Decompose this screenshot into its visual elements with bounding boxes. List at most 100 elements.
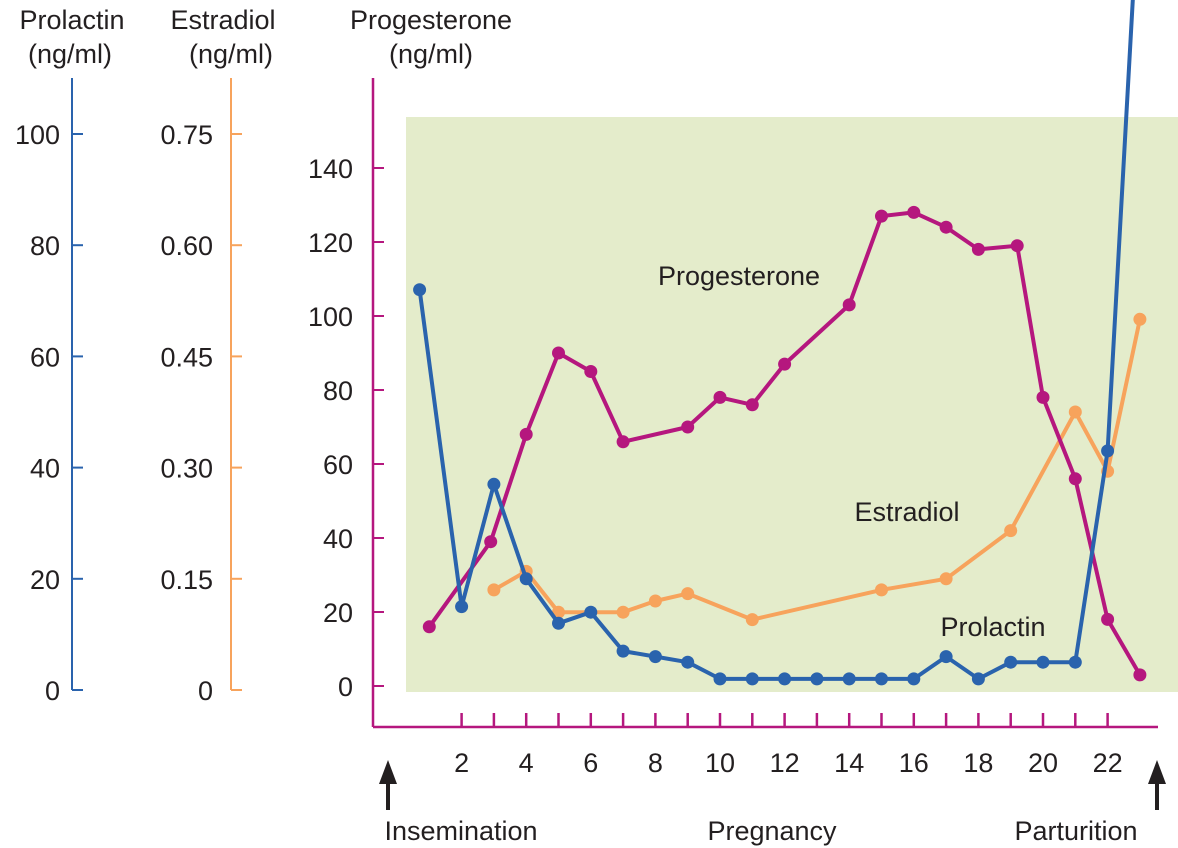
prolactin-point [810, 672, 824, 686]
prolactin-point [552, 616, 565, 630]
prolactin-point [939, 650, 953, 664]
progesterone-point [1101, 612, 1115, 626]
estradiol-axis-title-line2: (ng/ml) [189, 39, 273, 69]
progesterone-point [552, 346, 565, 360]
prolactin-tick-label: 40 [30, 454, 60, 484]
progesterone-point [875, 209, 888, 223]
prolactin-series-label: Prolactin [940, 612, 1045, 642]
estradiol-point [681, 587, 695, 601]
estradiol-axis-title-line1: Estradiol [170, 5, 275, 35]
estradiol-point [648, 594, 662, 608]
progesterone-tick-label: 80 [323, 376, 353, 406]
prolactin-tick-label: 80 [30, 231, 60, 261]
x-tick-label: 2 [454, 748, 469, 778]
prolactin-tick-label: 0 [45, 676, 60, 706]
prolactin-point [487, 477, 501, 491]
progesterone-axis: Progesterone (ng/ml) 0 20 40 60 80 100 120 140 [308, 5, 512, 727]
progesterone-point [1036, 390, 1050, 404]
prolactin-point [455, 600, 469, 614]
x-tick-label: 4 [519, 748, 534, 778]
prolactin-axis-title-line1: Prolactin [19, 5, 124, 35]
progesterone-point [519, 427, 533, 441]
x-tick-label: 6 [583, 748, 598, 778]
prolactin-point [1004, 655, 1018, 669]
x-tick-label: 16 [899, 748, 929, 778]
prolactin-axis-title-line2: (ng/ml) [28, 39, 112, 69]
progesterone-point [907, 205, 921, 219]
progesterone-series-label: Progesterone [658, 261, 820, 291]
plot-background [406, 117, 1178, 692]
x-tick-label: 20 [1028, 748, 1058, 778]
prolactin-point [616, 644, 630, 658]
estradiol-tick-label: 0.75 [160, 120, 213, 150]
x-tick-label: 12 [770, 748, 800, 778]
progesterone-point [1133, 668, 1147, 682]
estradiol-point [1068, 405, 1082, 419]
estradiol-tick-label: 0.30 [160, 454, 213, 484]
estradiol-tick-label: 0.45 [160, 342, 213, 372]
estradiol-point [939, 572, 953, 586]
progesterone-point [681, 420, 695, 434]
estradiol-series-label: Estradiol [854, 497, 959, 527]
x-tick-label: 18 [963, 748, 993, 778]
progesterone-point [971, 242, 985, 256]
progesterone-point [1010, 239, 1024, 253]
prolactin-point [1036, 655, 1050, 669]
insemination-arrow-icon [379, 760, 397, 810]
prolactin-axis: Prolactin (ng/ml) 0 20 40 60 80 100 [15, 5, 125, 706]
prolactin-point [519, 572, 533, 586]
parturition-arrow-icon [1148, 760, 1166, 810]
prolactin-point [971, 672, 985, 686]
estradiol-tick-label: 0 [198, 676, 213, 706]
progesterone-point [422, 620, 436, 634]
progesterone-point [939, 220, 953, 234]
pregnancy-label: Pregnancy [707, 816, 837, 846]
progesterone-axis-title-line2: (ng/ml) [389, 39, 473, 69]
estradiol-point [1133, 312, 1147, 326]
estradiol-point [1004, 524, 1018, 538]
x-tick-label: 22 [1093, 748, 1123, 778]
estradiol-point [616, 605, 630, 619]
x-tick-label: 8 [648, 748, 663, 778]
estradiol-tick-label: 0.60 [160, 231, 213, 261]
prolactin-point [745, 672, 759, 686]
prolactin-tick-label: 60 [30, 342, 60, 372]
progesterone-tick-label: 100 [308, 302, 353, 332]
prolactin-tick-label: 100 [15, 120, 60, 150]
estradiol-axis: Estradiol (ng/ml) 0 0.15 0.30 0.45 0.60 0.75 [160, 5, 275, 706]
prolactin-point [875, 672, 888, 686]
progesterone-point [484, 535, 498, 549]
prolactin-point [907, 672, 921, 686]
estradiol-tick-label: 0.15 [160, 565, 213, 595]
progesterone-point [616, 435, 630, 449]
prolactin-point [584, 605, 598, 619]
progesterone-point [778, 357, 792, 371]
prolactin-tick-label: 20 [30, 565, 60, 595]
insemination-label: Insemination [384, 816, 537, 846]
progesterone-tick-label: 60 [323, 450, 353, 480]
prolactin-point [778, 672, 792, 686]
x-tick-label: 10 [705, 748, 735, 778]
progesterone-point [745, 398, 759, 412]
parturition-label: Parturition [1014, 816, 1137, 846]
prolactin-point [713, 672, 727, 686]
prolactin-point [842, 672, 856, 686]
progesterone-point [842, 298, 856, 312]
prolactin-point [1068, 655, 1082, 669]
estradiol-point [875, 583, 888, 597]
x-tick-label: 14 [834, 748, 864, 778]
progesterone-point [584, 365, 598, 378]
progesterone-tick-label: 140 [308, 154, 353, 184]
progesterone-tick-label: 40 [323, 524, 353, 554]
progesterone-point [713, 390, 727, 404]
prolactin-point [681, 655, 695, 669]
prolactin-point [1101, 444, 1115, 458]
prolactin-point [413, 283, 427, 297]
prolactin-point [648, 650, 662, 664]
progesterone-axis-title-line1: Progesterone [350, 5, 512, 35]
progesterone-tick-label: 120 [308, 228, 353, 258]
progesterone-tick-label: 0 [338, 672, 353, 702]
x-axis: 2 4 6 8 10 12 14 16 18 20 22 [373, 713, 1158, 778]
estradiol-point [745, 613, 759, 627]
